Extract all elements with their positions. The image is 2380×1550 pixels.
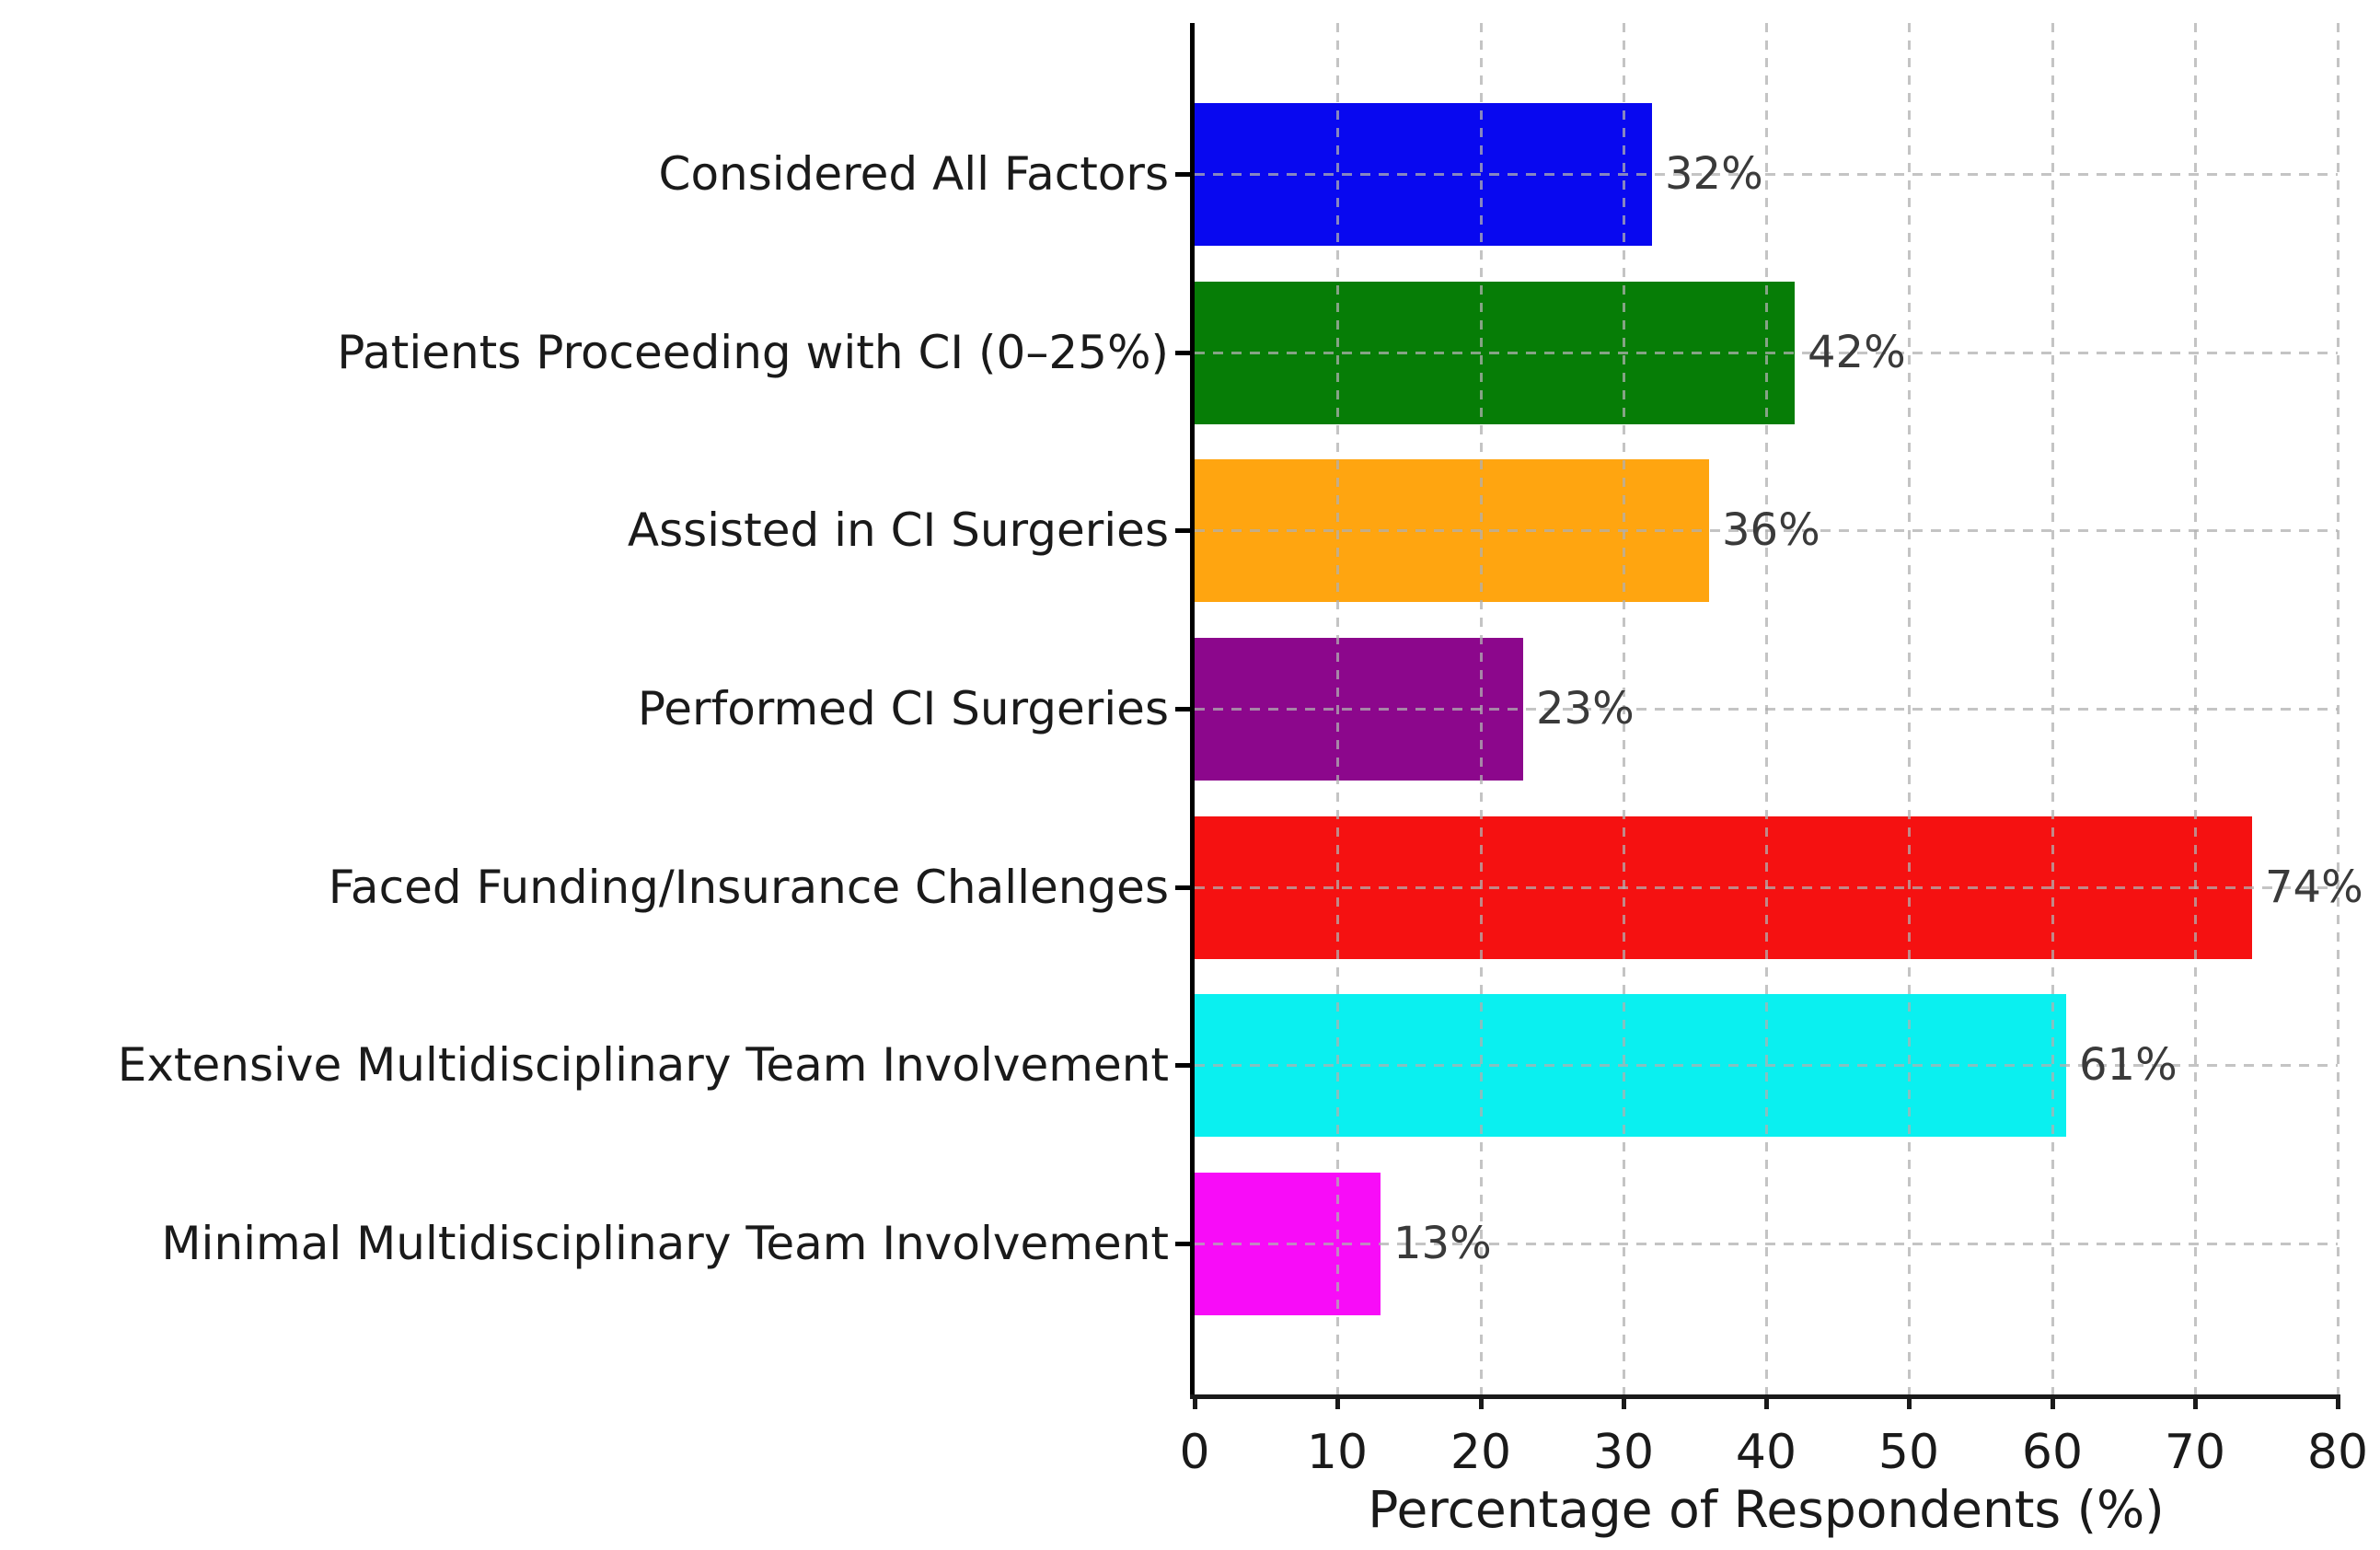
horizontal-gridline-6	[1195, 1243, 2338, 1245]
plot-area: 32% 42% 36% 23% 74% 61% 13%	[1175, 23, 2363, 1409]
y-tick-mark-6	[1175, 1242, 1190, 1246]
category-label-1: Patients Proceeding with CI (0–25%)	[337, 326, 1169, 379]
x-tick-mark-50	[1907, 1394, 1912, 1409]
x-tick-mark-30	[1622, 1394, 1626, 1409]
x-tick-label-60: 60	[2021, 1425, 2084, 1480]
y-tick-mark-2	[1175, 528, 1190, 533]
y-tick-mark-1	[1175, 351, 1190, 355]
y-axis-spine	[1190, 23, 1195, 1399]
x-tick-label-0: 0	[1179, 1425, 1210, 1480]
value-label-2: 36%	[1722, 504, 1820, 556]
x-tick-mark-0	[1193, 1394, 1197, 1409]
x-tick-mark-80	[2336, 1394, 2340, 1409]
x-tick-mark-60	[2051, 1394, 2055, 1409]
x-tick-mark-40	[1764, 1394, 1769, 1409]
y-tick-mark-5	[1175, 1063, 1190, 1068]
value-label-4: 74%	[2265, 862, 2363, 913]
horizontal-gridline-3	[1195, 708, 2338, 711]
vertical-gridline-80	[2337, 23, 2340, 1394]
x-tick-label-50: 50	[1877, 1425, 1940, 1480]
horizontal-gridline-2	[1195, 529, 2338, 532]
category-label-2: Assisted in CI Surgeries	[627, 503, 1169, 557]
x-tick-mark-10	[1335, 1394, 1340, 1409]
horizontal-gridline-0	[1195, 173, 2338, 176]
category-label-6: Minimal Multidisciplinary Team Involveme…	[161, 1217, 1169, 1270]
x-tick-mark-70	[2193, 1394, 2198, 1409]
category-label-5: Extensive Multidisciplinary Team Involve…	[117, 1038, 1169, 1092]
horizontal-gridline-1	[1195, 352, 2338, 354]
x-tick-label-80: 80	[2306, 1425, 2369, 1480]
value-label-5: 61%	[2079, 1039, 2178, 1091]
value-label-3: 23%	[1536, 683, 1635, 735]
x-axis-title: Percentage of Respondents (%)	[1368, 1480, 2165, 1539]
x-tick-mark-20	[1479, 1394, 1484, 1409]
category-label-3: Performed CI Surgeries	[637, 682, 1169, 735]
x-axis-spine	[1190, 1394, 2338, 1399]
horizontal-gridline-5	[1195, 1064, 2338, 1067]
value-label-0: 32%	[1665, 148, 1763, 200]
x-tick-label-70: 70	[2164, 1425, 2226, 1480]
value-label-1: 42%	[1808, 327, 1906, 378]
y-tick-mark-3	[1175, 707, 1190, 711]
category-label-0: Considered All Factors	[658, 147, 1169, 201]
x-tick-label-30: 30	[1592, 1425, 1655, 1480]
x-tick-label-10: 10	[1306, 1425, 1369, 1480]
value-label-6: 13%	[1393, 1218, 1492, 1269]
category-label-4: Faced Funding/Insurance Challenges	[328, 861, 1169, 914]
y-tick-mark-4	[1175, 885, 1190, 890]
x-tick-label-20: 20	[1450, 1425, 1512, 1480]
x-tick-label-40: 40	[1735, 1425, 1797, 1480]
horizontal-gridline-4	[1195, 886, 2338, 889]
y-tick-mark-0	[1175, 172, 1190, 177]
